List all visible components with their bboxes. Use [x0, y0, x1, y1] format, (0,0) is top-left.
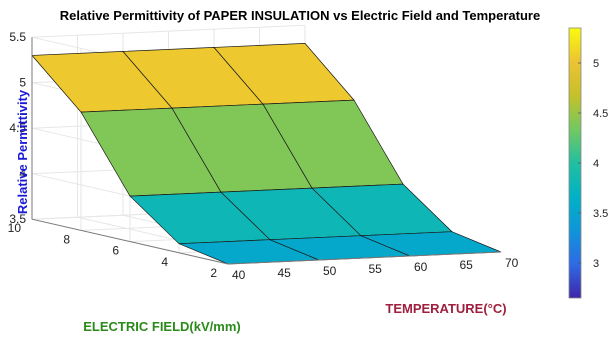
y-tick-label: 4 — [161, 255, 168, 269]
y-tick-label: 2 — [210, 266, 217, 280]
x-axis-label: TEMPERATURE(°C) — [385, 301, 506, 316]
colorbar-tick-label: 3 — [593, 258, 599, 270]
chart-title: Relative Permittivity of PAPER INSULATIO… — [60, 8, 540, 23]
z-axis-label: Relative Permittivity — [15, 89, 30, 214]
colorbar-tick-label: 3.5 — [593, 208, 608, 220]
x-tick-label: 65 — [460, 258, 474, 272]
y-tick-label: 6 — [112, 244, 119, 258]
colorbar-tick-label: 5 — [593, 58, 599, 70]
colorbar: 3 3.5 4 4.5 5 — [569, 28, 608, 298]
x-tick-label: 50 — [323, 264, 337, 278]
y-axis-label: ELECTRIC FIELD(kV/mm) — [83, 319, 240, 334]
x-tick-label: 60 — [414, 260, 428, 274]
z-tick-label: 5.5 — [9, 30, 26, 44]
x-tick-label: 40 — [232, 268, 246, 282]
colorbar-tick-label: 4.5 — [593, 108, 608, 120]
surface — [32, 43, 501, 264]
x-tick-label: 45 — [278, 266, 292, 280]
x-tick-label: 70 — [505, 256, 519, 270]
colorbar-tick-label: 4 — [593, 158, 599, 170]
z-tick-label: 5 — [19, 76, 26, 90]
x-tick-label: 55 — [369, 262, 383, 276]
y-tick-label: 8 — [63, 232, 70, 246]
